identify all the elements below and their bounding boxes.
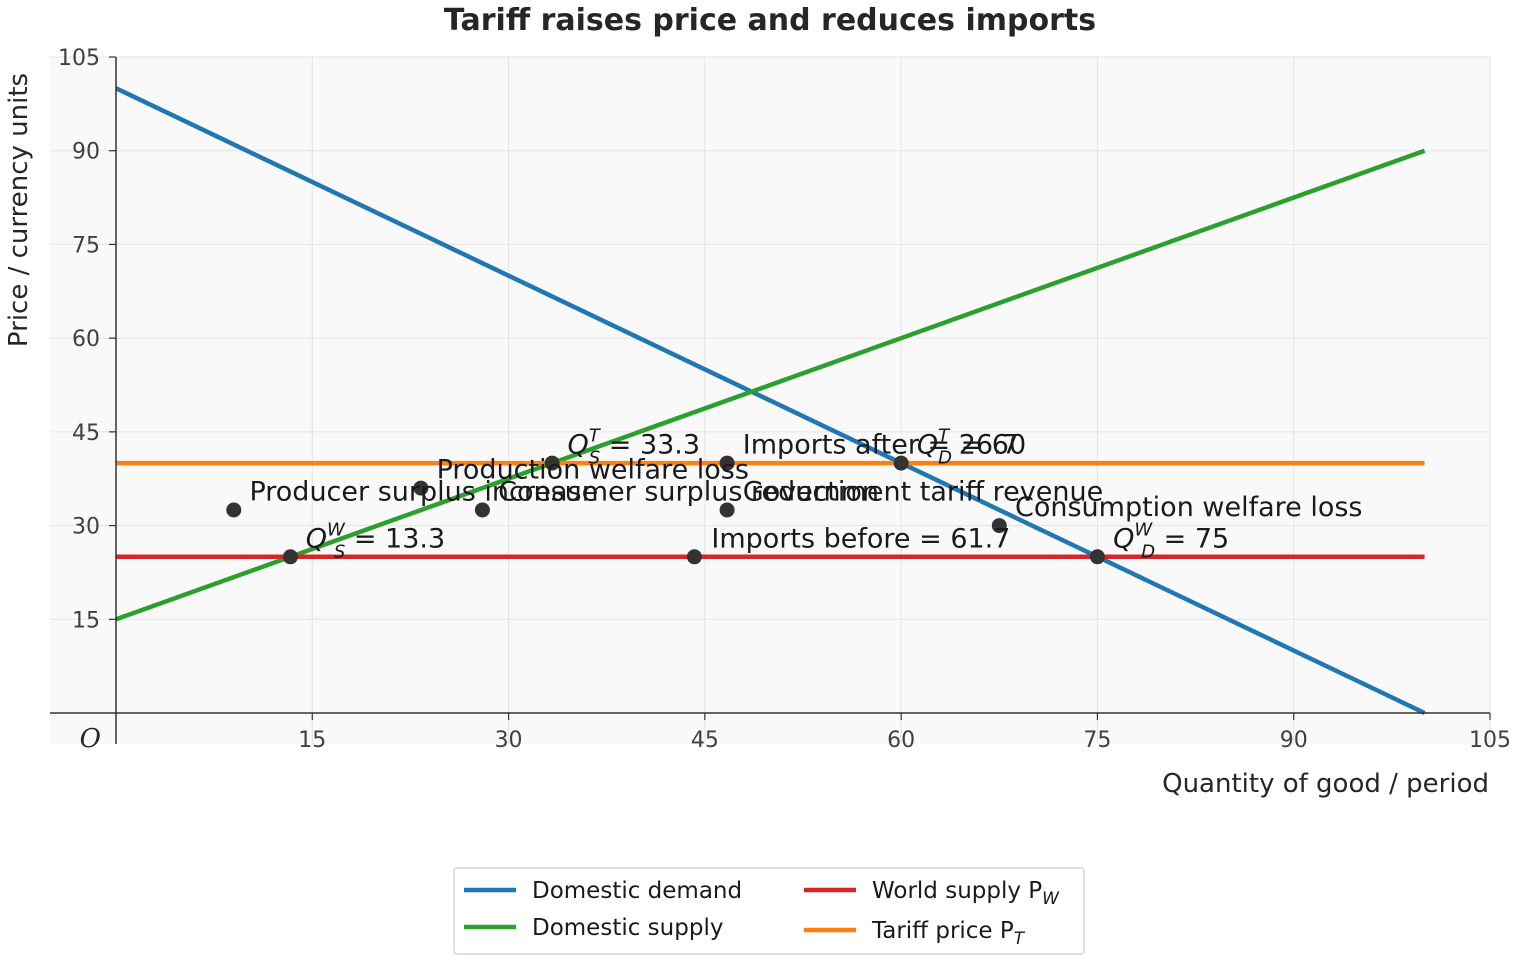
legend-label: World supply PW xyxy=(872,878,1060,909)
legend-label-subscript: W xyxy=(1042,889,1060,909)
legend-label-subscript: T xyxy=(1014,929,1026,949)
y-axis-label: Price / currency units xyxy=(4,73,34,347)
data-point xyxy=(893,455,909,471)
x-tick-label: 75 xyxy=(1083,728,1111,753)
chart-title: Tariff raises price and reduces imports xyxy=(444,3,1096,38)
data-point xyxy=(686,549,702,565)
y-tick-label: 60 xyxy=(72,327,100,352)
legend-label: Domestic demand xyxy=(532,878,742,904)
x-tick-label: 45 xyxy=(691,728,719,753)
annotation-label: QW D = 75 xyxy=(1113,519,1229,562)
legend-label: Tariff price PT xyxy=(871,918,1026,949)
data-point xyxy=(991,518,1007,534)
series-lines xyxy=(115,86,1426,716)
annotation-label: QT D = 60 xyxy=(917,426,1026,469)
y-tick-label: 105 xyxy=(58,46,100,71)
annotation-superscript: T xyxy=(938,426,951,447)
annotation-superscript: W xyxy=(1134,519,1153,540)
grid xyxy=(50,56,1491,744)
annotation-subscript: D xyxy=(938,448,952,469)
legend-box xyxy=(453,867,1085,955)
series-line xyxy=(115,86,1426,716)
origin-label: O xyxy=(80,724,101,754)
annotation-label: Producer surplus increase xyxy=(249,477,598,508)
data-point xyxy=(1089,549,1105,565)
legend-label-text: Domestic demand xyxy=(532,878,742,904)
annotation-label: Production welfare loss xyxy=(437,455,749,486)
annotation-label: Consumer surplus reduction xyxy=(498,477,879,508)
series-line xyxy=(115,148,1426,622)
legend-label-text: Tariff price P xyxy=(871,918,1014,944)
x-tick-label: 90 xyxy=(1280,728,1308,753)
annotation-symbol: Q xyxy=(567,430,588,461)
legend-label-text: World supply P xyxy=(872,878,1042,904)
annotation-label: QT S = 33.3 xyxy=(567,426,700,469)
data-point xyxy=(474,502,490,518)
y-tick-label: 90 xyxy=(72,140,100,165)
x-axis-label: Quantity of good / period xyxy=(1162,769,1489,799)
annotation-value: = 75 xyxy=(1155,523,1229,554)
annotation-subscript: S xyxy=(589,448,600,469)
annotation-symbol: Q xyxy=(306,523,327,554)
annotation-subscript: D xyxy=(1141,541,1155,562)
annotation-label: Government tariff revenue xyxy=(743,477,1103,508)
axes xyxy=(50,57,1490,744)
annotation-value: = 33.3 xyxy=(600,430,700,461)
annotation-label: Consumption welfare loss xyxy=(1015,492,1363,523)
data-point xyxy=(544,455,560,471)
x-tick-label: 15 xyxy=(298,728,326,753)
data-point xyxy=(282,549,298,565)
annotation-subscript: S xyxy=(334,541,345,562)
annotation-superscript: T xyxy=(589,426,602,447)
ticks: 15 30 45 60 75 90 105 15 30 45 60 75 90 105 xyxy=(58,46,1511,753)
annotation-label: QW S = 13.3 xyxy=(306,519,445,562)
annotation-symbol: Q xyxy=(1113,523,1134,554)
legend-label-text: Domestic supply xyxy=(532,915,723,941)
data-point xyxy=(226,502,242,518)
y-tick-label: 75 xyxy=(72,233,100,258)
annotation-superscript: W xyxy=(327,519,346,540)
y-tick-label: 45 xyxy=(72,421,100,446)
data-point xyxy=(719,455,735,471)
x-tick-label: 105 xyxy=(1469,728,1511,753)
annotation-value: = 13.3 xyxy=(345,523,445,554)
data-point xyxy=(413,480,429,496)
annotation-symbol: Q xyxy=(917,430,938,461)
y-tick-label: 30 xyxy=(72,515,100,540)
legend-label: Domestic supply xyxy=(532,915,723,941)
x-tick-label: 60 xyxy=(887,728,915,753)
points xyxy=(226,455,1105,565)
legend: Domestic demand Domestic supply World supp… xyxy=(453,867,1085,955)
data-point xyxy=(719,502,735,518)
y-tick-label: 15 xyxy=(72,608,100,633)
annotation-label: Imports before = 61.7 xyxy=(711,523,1010,554)
annotation-value: = 60 xyxy=(952,430,1026,461)
x-tick-label: 30 xyxy=(495,728,523,753)
annotation-label: Imports after = 26.7 xyxy=(743,430,1019,461)
